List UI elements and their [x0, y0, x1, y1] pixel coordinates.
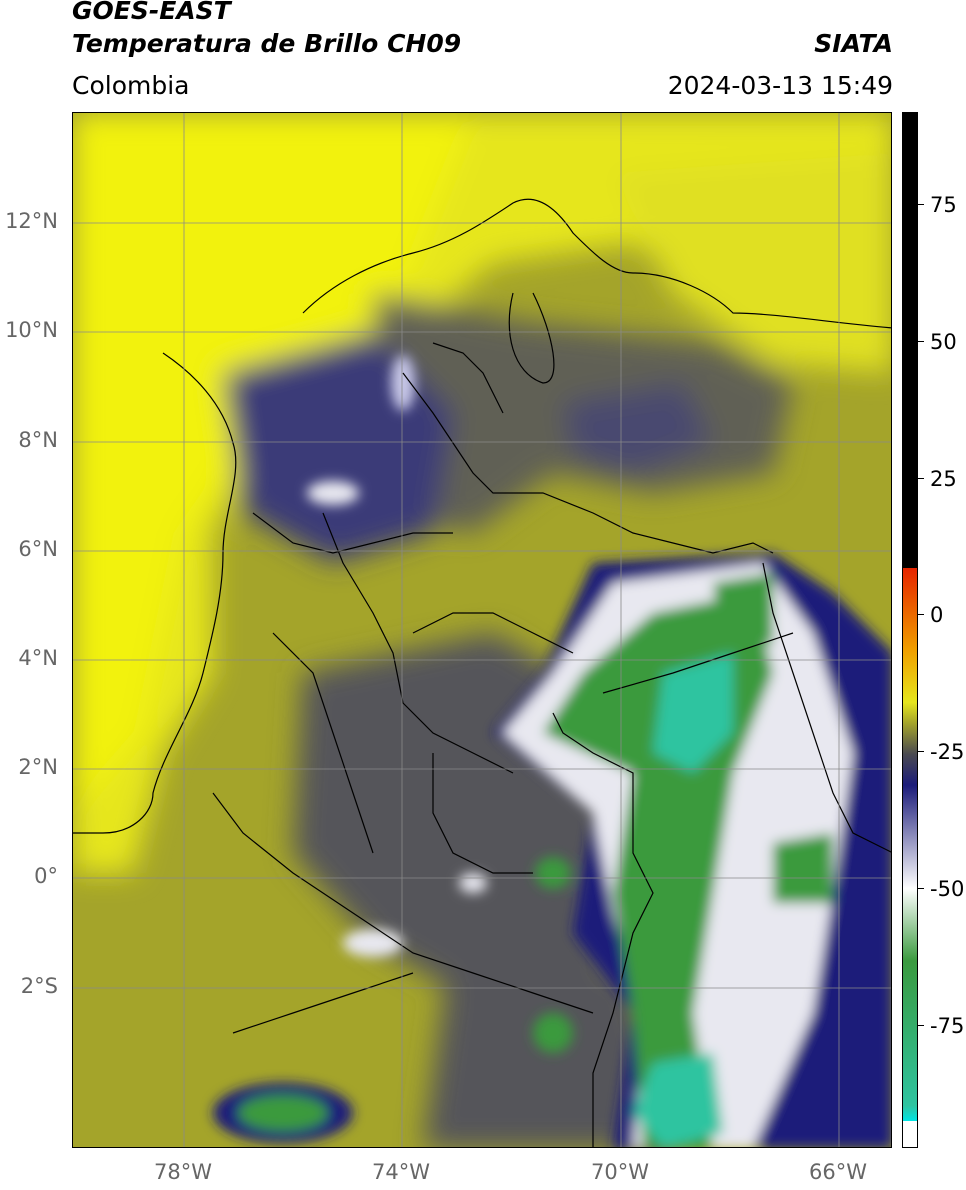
colorbar-mark-neg25 [918, 751, 924, 752]
caribbean-coastline [302, 198, 891, 329]
border-colombia-venezuela [402, 372, 774, 554]
title-satellite: GOES-EAST [72, 0, 231, 25]
colorbar-mark-neg75 [918, 1025, 924, 1026]
pacific-coastline [73, 352, 237, 834]
dept-border-c [412, 612, 574, 654]
colorbar-mark-50 [918, 341, 924, 342]
colorbar-tick-neg25: -25 [930, 740, 965, 764]
country-borders [73, 198, 891, 1147]
colorbar-tick-neg50: -50 [930, 877, 965, 901]
lat-label-8n: 8°N [18, 428, 58, 452]
region-label: Colombia [72, 71, 190, 100]
colorbar-mark-25 [918, 478, 924, 479]
white-cell-antioquia [307, 481, 359, 505]
timestamp-label: 2024-03-13 15:49 [667, 71, 893, 100]
title-product: Temperatura de Brillo CH09 [72, 29, 462, 58]
navy-region-venezuela [563, 383, 713, 473]
colorbar-tick-0: 0 [930, 603, 944, 627]
dept-border-g [432, 342, 504, 414]
green-cell-northeast [713, 573, 773, 653]
dept-border-e [432, 753, 533, 874]
lon-label-74w: 74°W [372, 1160, 430, 1184]
lon-label-70w: 70°W [591, 1160, 649, 1184]
dept-border-f [232, 972, 414, 1034]
yellow-region-caribbean [613, 153, 891, 373]
colorbar-mark-0 [918, 614, 924, 615]
colorbar-mark-neg50 [918, 888, 924, 889]
white-cell-center [459, 873, 487, 893]
lat-label-12n: 12°N [5, 209, 58, 233]
colorbar-tick-neg75: -75 [930, 1014, 965, 1038]
brand-label: SIATA [814, 29, 893, 58]
satellite-map [72, 112, 892, 1148]
lat-label-4n: 4°N [18, 646, 58, 670]
colorbar-tick-25: 25 [930, 467, 957, 491]
border-ecuador-peru [212, 792, 594, 1014]
green-cell-east [773, 833, 833, 903]
green-cell-southwest [238, 1095, 328, 1131]
bright-yellow-pacific [73, 113, 473, 813]
teal-core-south [633, 1053, 723, 1147]
colorbar-tick-50: 50 [930, 330, 957, 354]
colorbar [902, 112, 918, 1148]
lat-label-2n: 2°N [18, 755, 58, 779]
dept-border-a [322, 512, 514, 774]
lon-label-78w: 78°W [154, 1160, 212, 1184]
dept-border-b [252, 512, 453, 554]
graticule [73, 113, 891, 1147]
map-canvas [73, 113, 891, 1147]
white-cell-north [391, 355, 415, 411]
lon-label-66w: 66°W [809, 1160, 867, 1184]
border-venezuela-brazil [762, 562, 891, 853]
white-cell-south [343, 929, 403, 957]
green-cell-south-center [533, 1013, 573, 1053]
lat-label-6n: 6°N [18, 537, 58, 561]
dept-border-h [602, 632, 794, 694]
lat-label-0: 0° [34, 864, 58, 888]
lake-maracaibo [508, 292, 555, 384]
lat-label-2s: 2°S [20, 974, 58, 998]
colorbar-mark-75 [918, 204, 924, 205]
teal-core-north [653, 653, 733, 773]
colorbar-tick-75: 75 [930, 193, 957, 217]
green-cell-center [535, 857, 571, 889]
border-east [552, 712, 654, 1147]
lat-label-10n: 10°N [5, 318, 58, 342]
